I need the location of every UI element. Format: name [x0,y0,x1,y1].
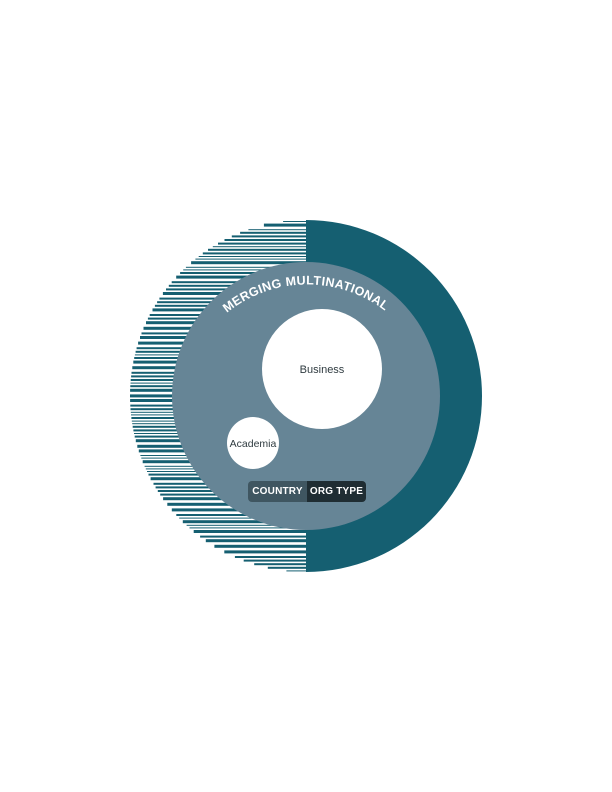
ring-stripe [224,239,306,241]
ring-stripe [214,544,306,548]
ring-stripe [189,527,306,529]
ring-stripe [218,242,306,245]
ring-stripe [176,275,306,279]
ring-stripe [208,248,306,251]
ring-stripe [248,229,306,231]
ring-stripe [191,261,306,265]
ring-stripe [234,556,306,558]
node-academia-label: Academia [230,438,277,450]
ring-stripe [240,231,306,234]
ring-stripe [182,520,306,524]
ring-stripe [286,570,306,572]
grouping-toggle: COUNTRY ORG TYPE [248,481,366,502]
ring-stripe [243,559,306,562]
ring-stripe [186,524,306,526]
org-type-toggle-button[interactable]: ORG TYPE [307,481,366,502]
ring-stripe [200,535,306,538]
ring-stripe [185,266,306,268]
ring-stripe [231,235,306,238]
ring-stripe [179,517,306,519]
ring-stripe [180,272,306,274]
ring-stripe [195,258,306,260]
country-toggle-button[interactable]: COUNTRY [248,481,307,502]
ring-stripe [212,246,306,248]
ring-stripe [202,252,306,255]
node-business-label: Business [300,364,345,376]
ring-stripe [198,256,306,257]
node-business[interactable]: Business [262,309,382,429]
node-academia[interactable]: Academia [227,417,279,469]
ring-stripe [263,223,306,227]
ring-stripe [205,539,306,543]
ring-stripe [176,514,306,516]
ring-stripe [267,566,306,569]
ring-stripe [254,563,306,566]
ring-stripe [283,221,306,222]
ring-stripe [193,530,306,533]
ring-stripe [183,269,306,271]
ring-stripe [224,550,306,554]
